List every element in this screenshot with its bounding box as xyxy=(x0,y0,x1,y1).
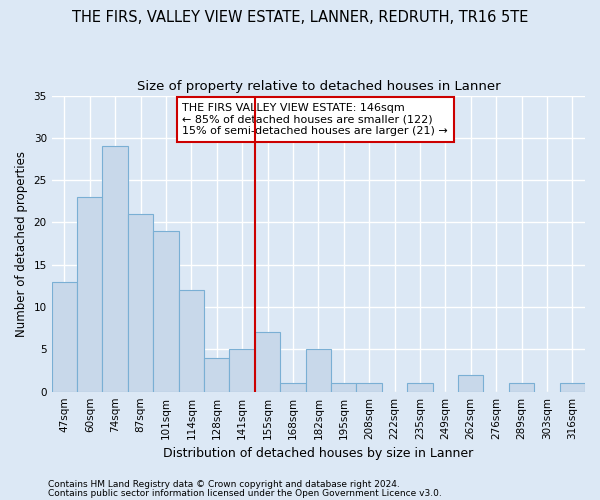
Y-axis label: Number of detached properties: Number of detached properties xyxy=(15,150,28,336)
Bar xyxy=(331,383,356,392)
X-axis label: Distribution of detached houses by size in Lanner: Distribution of detached houses by size … xyxy=(163,447,473,460)
Bar xyxy=(280,383,305,392)
Bar xyxy=(229,350,255,392)
Bar xyxy=(204,358,229,392)
Title: Size of property relative to detached houses in Lanner: Size of property relative to detached ho… xyxy=(137,80,500,93)
Bar xyxy=(407,383,433,392)
Text: THE FIRS, VALLEY VIEW ESTATE, LANNER, REDRUTH, TR16 5TE: THE FIRS, VALLEY VIEW ESTATE, LANNER, RE… xyxy=(72,10,528,25)
Text: Contains public sector information licensed under the Open Government Licence v3: Contains public sector information licen… xyxy=(48,488,442,498)
Bar xyxy=(128,214,153,392)
Text: THE FIRS VALLEY VIEW ESTATE: 146sqm
← 85% of detached houses are smaller (122)
1: THE FIRS VALLEY VIEW ESTATE: 146sqm ← 85… xyxy=(182,103,448,136)
Bar xyxy=(458,375,484,392)
Bar xyxy=(560,383,585,392)
Bar xyxy=(103,146,128,392)
Bar xyxy=(305,350,331,392)
Bar xyxy=(77,197,103,392)
Bar xyxy=(509,383,534,392)
Bar xyxy=(179,290,204,392)
Bar xyxy=(356,383,382,392)
Text: Contains HM Land Registry data © Crown copyright and database right 2024.: Contains HM Land Registry data © Crown c… xyxy=(48,480,400,489)
Bar xyxy=(255,332,280,392)
Bar xyxy=(52,282,77,392)
Bar xyxy=(153,231,179,392)
